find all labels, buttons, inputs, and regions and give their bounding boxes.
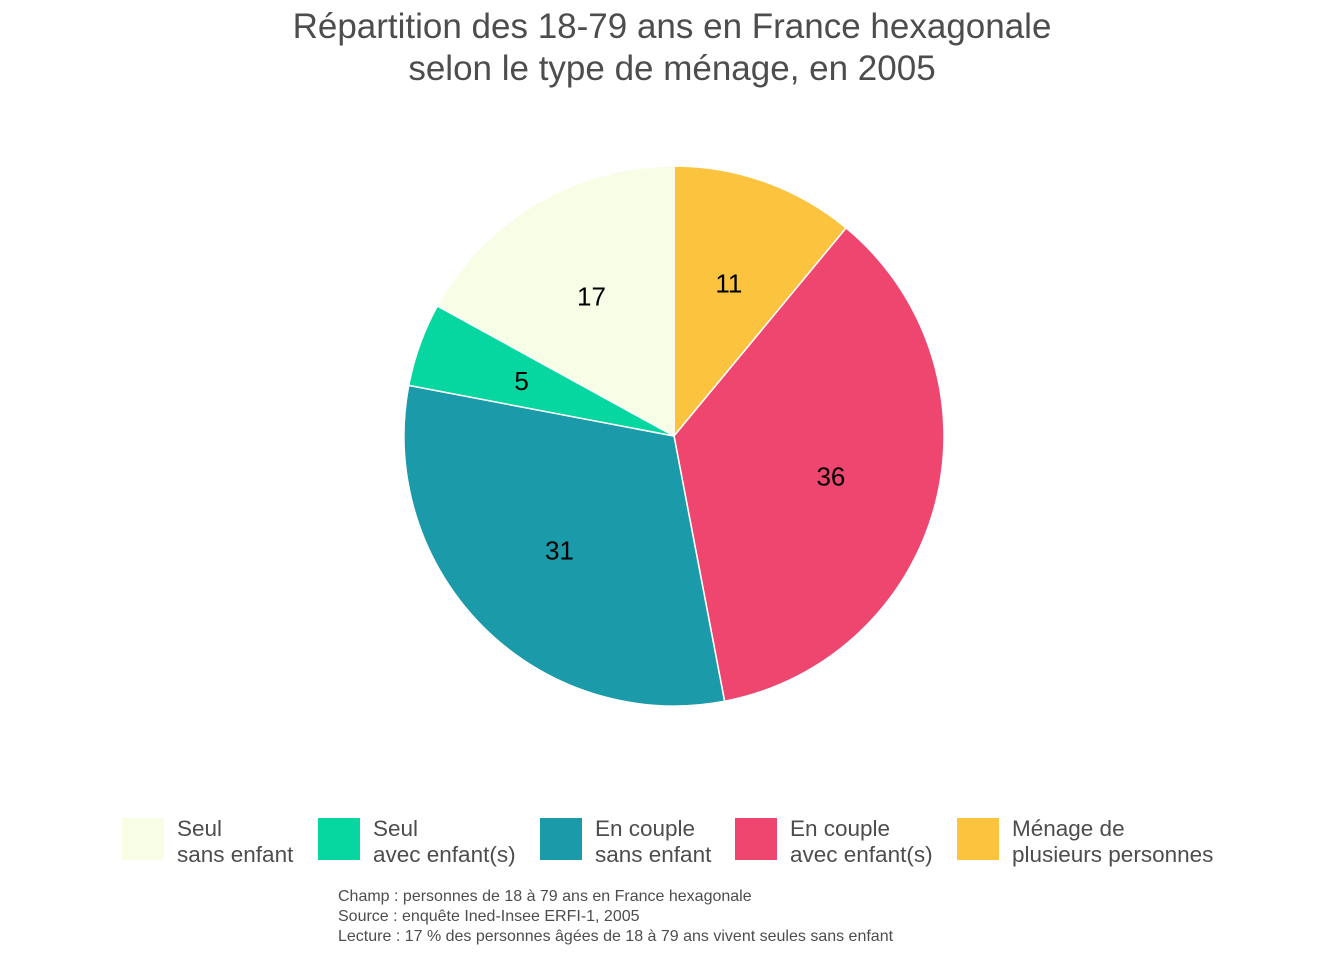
legend-swatch-seul-sans-enfant — [122, 818, 164, 860]
caption: Champ : personnes de 18 à 79 ans en Fran… — [338, 887, 893, 947]
legend-swatch-en-couple-avec-enfants — [735, 818, 777, 860]
legend-swatch-en-couple-sans-enfant — [540, 818, 582, 860]
legend-label-en-couple-avec-enfants: En couple avec enfant(s) — [790, 816, 933, 867]
legend-label-en-couple-sans-enfant: En couple sans enfant — [595, 816, 712, 867]
legend-label-seul-sans-enfant: Seul sans enfant — [177, 816, 294, 867]
legend-label-menage-plusieurs-personnes: Ménage de plusieurs personnes — [1012, 816, 1214, 867]
pie-slice-en-couple-avec-enfant-s-value-label: 36 — [816, 461, 845, 491]
caption-source: Source : enquête Ined-Insee ERFI-1, 2005 — [338, 908, 640, 925]
chart-title: Répartition des 18-79 ans en France hexa… — [0, 6, 1344, 90]
pie-slice-en-couple-sans-enfant — [403, 384, 726, 707]
pie-slice-en-couple-sans-enfant-value-label: 31 — [545, 536, 574, 566]
legend-label-seul-avec-enfants: Seul avec enfant(s) — [373, 816, 516, 867]
pie-slice-menage-de-plusieurs-personnes-value-label: 11 — [715, 269, 742, 299]
chart-title-line-1: Répartition des 18-79 ans en France hexa… — [292, 7, 1052, 46]
caption-lecture: Lecture : 17 % des personnes âgées de 18… — [338, 928, 894, 945]
pie-slice-menage-de-plusieurs-personnes — [673, 165, 848, 439]
chart-title-line-2: selon le type de ménage, en 2005 — [408, 49, 936, 88]
caption-champ: Champ : personnes de 18 à 79 ans en Fran… — [338, 888, 752, 905]
pie-slice-seul-avec-enfant-s-value-label: 5 — [514, 366, 528, 396]
pie-slice-en-couple-avec-enfant-s — [673, 226, 945, 703]
pie-slice-seul-sans-enfant — [436, 165, 675, 438]
legend-swatch-menage-plusieurs-personnes — [957, 818, 999, 860]
legend-swatch-seul-avec-enfants — [318, 818, 360, 860]
pie-slice-seul-sans-enfant-value-label: 17 — [577, 282, 606, 312]
